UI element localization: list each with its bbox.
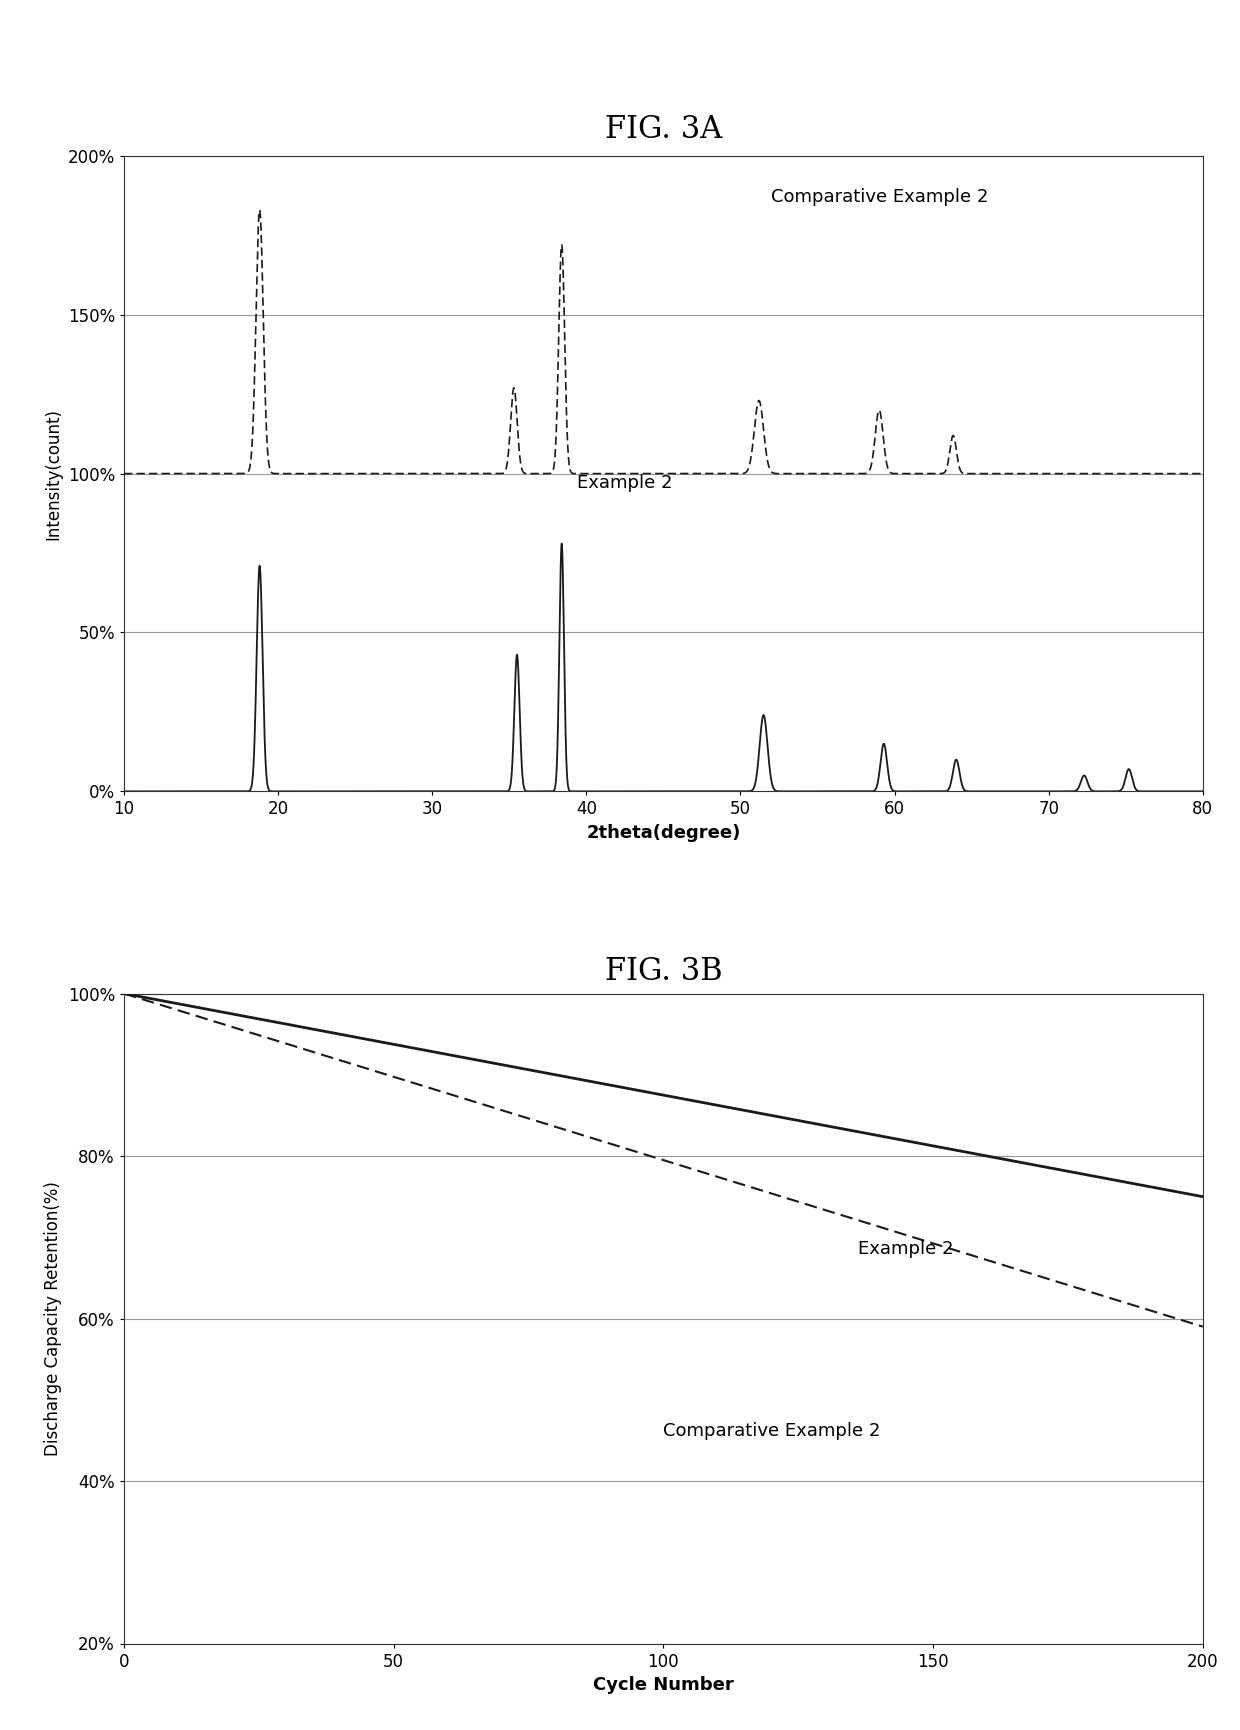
X-axis label: 2theta(degree): 2theta(degree) bbox=[587, 823, 740, 843]
Text: Example 2: Example 2 bbox=[577, 474, 672, 491]
Text: Comparative Example 2: Comparative Example 2 bbox=[663, 1422, 880, 1439]
Y-axis label: Intensity(count): Intensity(count) bbox=[45, 408, 62, 540]
Y-axis label: Discharge Capacity Retention(%): Discharge Capacity Retention(%) bbox=[45, 1182, 62, 1457]
Text: Comparative Example 2: Comparative Example 2 bbox=[771, 187, 988, 206]
Text: FIG. 3B: FIG. 3B bbox=[605, 957, 722, 988]
X-axis label: Cycle Number: Cycle Number bbox=[593, 1676, 734, 1694]
Text: FIG. 3A: FIG. 3A bbox=[605, 114, 722, 145]
Text: Example 2: Example 2 bbox=[858, 1239, 954, 1258]
